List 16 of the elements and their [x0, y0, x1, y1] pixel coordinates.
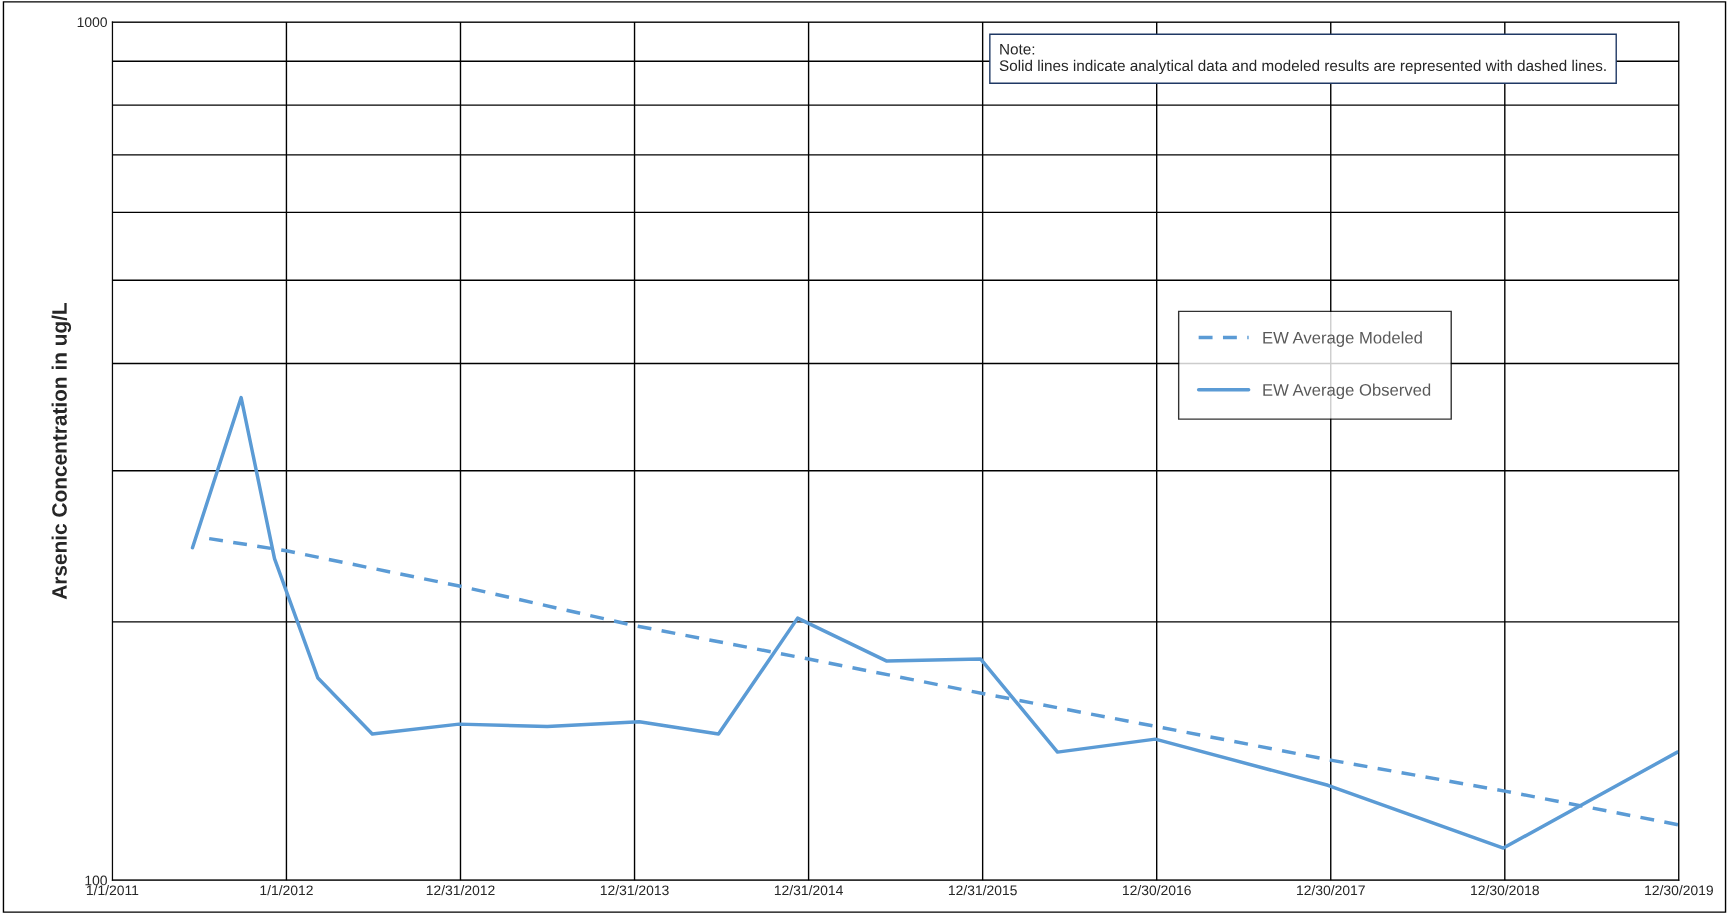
x-tick-label: 12/31/2014 — [774, 885, 843, 896]
x-tick-label: 12/31/2013 — [600, 885, 669, 896]
x-tick-label: 12/31/2012 — [426, 885, 495, 896]
y-axis-title: Arsenic Concentration in ug/L — [51, 302, 72, 600]
annotation: Note: Solid lines indicate analytical data and modeled results are represented with dashed lines. — [999, 43, 1606, 75]
legend-label: EW Average Observed — [1263, 383, 1431, 400]
y-tick-label: 100 — [85, 875, 107, 886]
y-tick-label: 1000 — [77, 17, 107, 28]
x-tick-label: 12/30/2018 — [1471, 885, 1539, 896]
x-tick-label: 12/31/2015 — [948, 885, 1017, 896]
legend-label: EW Average Modeled — [1263, 331, 1422, 347]
x-tick-label: 12/30/2016 — [1123, 885, 1191, 896]
x-tick-label: 12/30/2019 — [1645, 885, 1713, 896]
x-tick-label: 1/1/2012 — [260, 885, 313, 896]
x-tick-label: 1/1/2011 — [86, 885, 139, 896]
x-tick-label: 12/30/2017 — [1297, 885, 1365, 896]
